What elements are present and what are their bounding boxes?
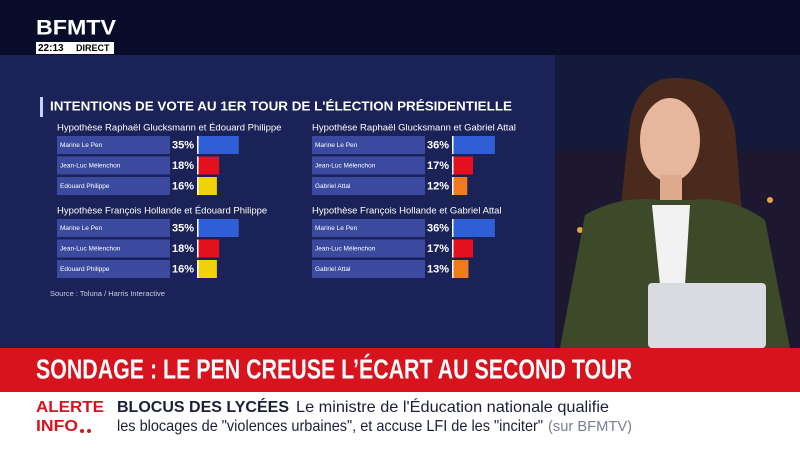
bar <box>198 260 217 278</box>
bar <box>453 177 468 195</box>
logo: BFMTV <box>36 17 116 40</box>
category-label: Gabriel Attal <box>315 183 351 190</box>
row-label-box <box>312 239 425 258</box>
row-label-box <box>57 260 170 278</box>
row-label-box <box>57 239 170 258</box>
category-label: Jean-Luc Mélenchon <box>60 163 121 170</box>
chart-subtitle: Hypothèse Raphaël Glucksmann et Édouard … <box>57 123 281 134</box>
row-label-box <box>312 260 425 278</box>
face <box>640 98 700 182</box>
separator <box>197 260 199 278</box>
value-label: 13% <box>427 263 449 275</box>
bar <box>198 219 239 237</box>
bar <box>453 260 469 278</box>
bar <box>453 136 495 154</box>
bar <box>198 177 217 195</box>
category-label: Edouard Philippe <box>60 266 110 273</box>
value-label: 18% <box>172 160 194 172</box>
value-label: 36% <box>427 222 449 234</box>
ticker-line: les blocages de "violences urbaines", et… <box>117 418 543 435</box>
title-bar <box>40 97 43 117</box>
bar <box>198 156 220 175</box>
bar <box>453 239 474 258</box>
separator <box>452 136 454 154</box>
category-label: Marine Le Pen <box>315 225 358 232</box>
separator <box>197 136 199 154</box>
value-label: 12% <box>427 180 449 192</box>
category-label: Marine Le Pen <box>315 142 358 149</box>
category-label: Marine Le Pen <box>60 142 103 149</box>
category-label: Jean-Luc Mélenchon <box>315 163 376 170</box>
bar <box>453 156 474 175</box>
separator <box>452 260 454 278</box>
value-label: 17% <box>427 243 449 255</box>
separator <box>197 239 199 258</box>
ticker-line: Le ministre de l'Éducation nationale qua… <box>296 397 609 416</box>
value-label: 35% <box>172 139 194 151</box>
separator <box>197 156 199 175</box>
row-label-box <box>312 177 425 195</box>
dot <box>87 429 91 433</box>
separator <box>197 219 199 237</box>
category-label: Gabriel Attal <box>315 266 351 273</box>
headline: SONDAGE : LE PEN CREUSE L’ÉCART AU SECON… <box>36 353 632 384</box>
category-label: Jean-Luc Mélenchon <box>315 246 376 253</box>
value-label: 18% <box>172 243 194 255</box>
chart-subtitle: Hypothèse François Hollande et Édouard P… <box>57 206 267 217</box>
ticker-topic: BLOCUS DES LYCÉES <box>117 397 289 416</box>
dot <box>80 429 84 433</box>
row-label-box <box>57 156 170 175</box>
value-label: 35% <box>172 222 194 234</box>
graphic-title: INTENTIONS DE VOTE AU 1ER TOUR DE L'ÉLEC… <box>50 98 512 113</box>
separator <box>452 219 454 237</box>
alert-label: ALERTE <box>36 399 104 416</box>
separator <box>452 177 454 195</box>
separator <box>197 177 199 195</box>
laptop <box>648 283 766 348</box>
neck <box>660 175 682 205</box>
graphic-panel <box>0 55 555 348</box>
category-label: Edouard Philippe <box>60 183 110 190</box>
ticker-source: (sur BFMTV) <box>548 418 632 435</box>
value-label: 36% <box>427 139 449 151</box>
bar <box>453 219 495 237</box>
clock: 22:13 <box>38 43 64 54</box>
alert-label: INFO <box>36 418 78 435</box>
clock-box <box>36 42 114 54</box>
source: Source : Toluna / Harris Interactive <box>50 289 165 298</box>
row-label-box <box>312 219 425 237</box>
row-label-box <box>57 177 170 195</box>
row-label-box <box>312 136 425 154</box>
light <box>577 227 583 233</box>
bar <box>198 239 220 258</box>
chart-subtitle: Hypothèse Raphaël Glucksmann et Gabriel … <box>312 123 516 134</box>
row-label-box <box>57 136 170 154</box>
banner <box>0 348 800 392</box>
charts: Hypothèse Raphaël Glucksmann et Édouard … <box>57 123 516 278</box>
bar <box>198 136 239 154</box>
separator <box>452 239 454 258</box>
row-label-box <box>312 156 425 175</box>
light <box>767 197 773 203</box>
category-label: Jean-Luc Mélenchon <box>60 246 121 253</box>
row-label-box <box>57 219 170 237</box>
chart-subtitle: Hypothèse François Hollande et Gabriel A… <box>312 206 502 217</box>
live: DIRECT <box>76 43 110 53</box>
shirt <box>652 205 690 285</box>
separator <box>452 156 454 175</box>
category-label: Marine Le Pen <box>60 225 103 232</box>
ticker <box>0 392 800 450</box>
value-label: 16% <box>172 263 194 275</box>
value-label: 16% <box>172 180 194 192</box>
value-label: 17% <box>427 160 449 172</box>
